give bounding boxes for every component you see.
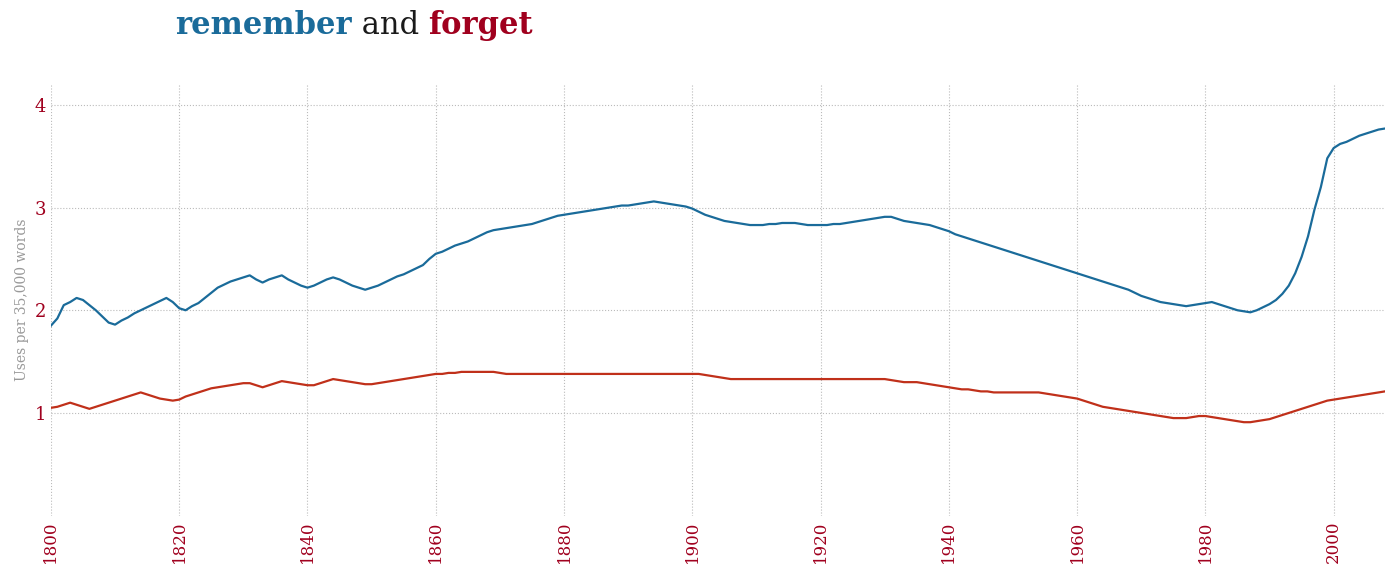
Text: forget: forget	[428, 10, 533, 42]
Y-axis label: Uses per 35,000 words: Uses per 35,000 words	[15, 218, 29, 381]
Text: and: and	[351, 10, 428, 42]
Text: remember: remember	[175, 10, 351, 42]
